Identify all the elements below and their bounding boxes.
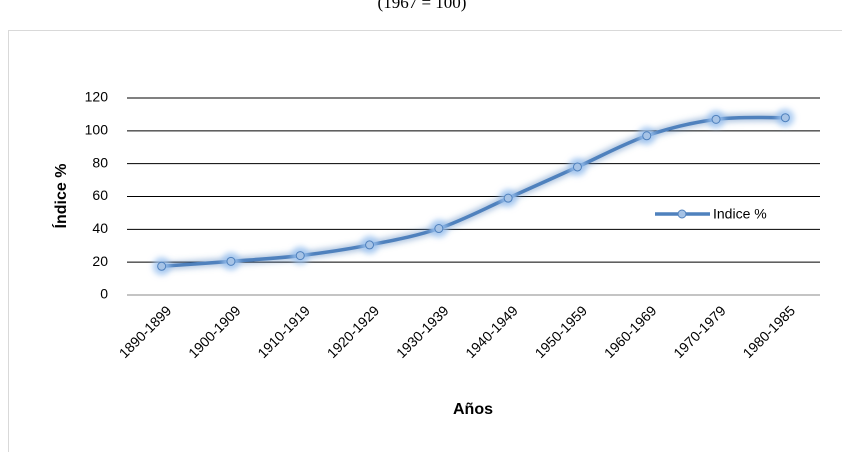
- y-tick-label: 120: [85, 89, 109, 105]
- y-tick-label: 40: [92, 220, 108, 236]
- x-tick-label: 1940-1949: [462, 302, 521, 361]
- marker: [503, 193, 513, 203]
- y-tick-label: 100: [85, 122, 109, 138]
- x-tick-label: 1910-1919: [254, 302, 313, 361]
- chart-frame: [8, 30, 842, 452]
- legend-label: Indice %: [713, 206, 767, 222]
- marker: [780, 113, 790, 123]
- marker: [642, 131, 652, 141]
- x-tick-label: 1960-1969: [601, 302, 660, 361]
- y-tick-label: 60: [92, 187, 108, 203]
- marker: [157, 261, 167, 271]
- marker: [365, 240, 375, 250]
- marker: [572, 162, 582, 172]
- plot-area: [152, 108, 795, 276]
- y-tick-label: 0: [100, 286, 108, 302]
- y-axis-label: Índice %: [51, 164, 70, 229]
- line: [161, 115, 786, 269]
- x-axis-label: Años: [453, 401, 493, 418]
- x-tick-label: 1930-1939: [393, 302, 452, 361]
- marker: [711, 114, 721, 124]
- marker: [226, 256, 236, 266]
- y-tick-label: 20: [92, 253, 108, 269]
- marker: [295, 251, 305, 261]
- y-tick-label: 80: [92, 154, 108, 170]
- x-tick-label: 1970-1979: [670, 302, 729, 361]
- x-tick-label: 1920-1929: [324, 302, 383, 361]
- marker: [434, 224, 444, 234]
- x-tick-label: 1980-1985: [739, 302, 798, 361]
- chart-title: (1967 = 100): [378, 0, 467, 12]
- x-tick-label: 1950-1959: [532, 302, 591, 361]
- legend-marker: [677, 209, 687, 219]
- x-tick-label: 1900-1909: [185, 302, 244, 361]
- x-tick-label: 1890-1899: [116, 302, 175, 361]
- line-glow: [161, 113, 786, 271]
